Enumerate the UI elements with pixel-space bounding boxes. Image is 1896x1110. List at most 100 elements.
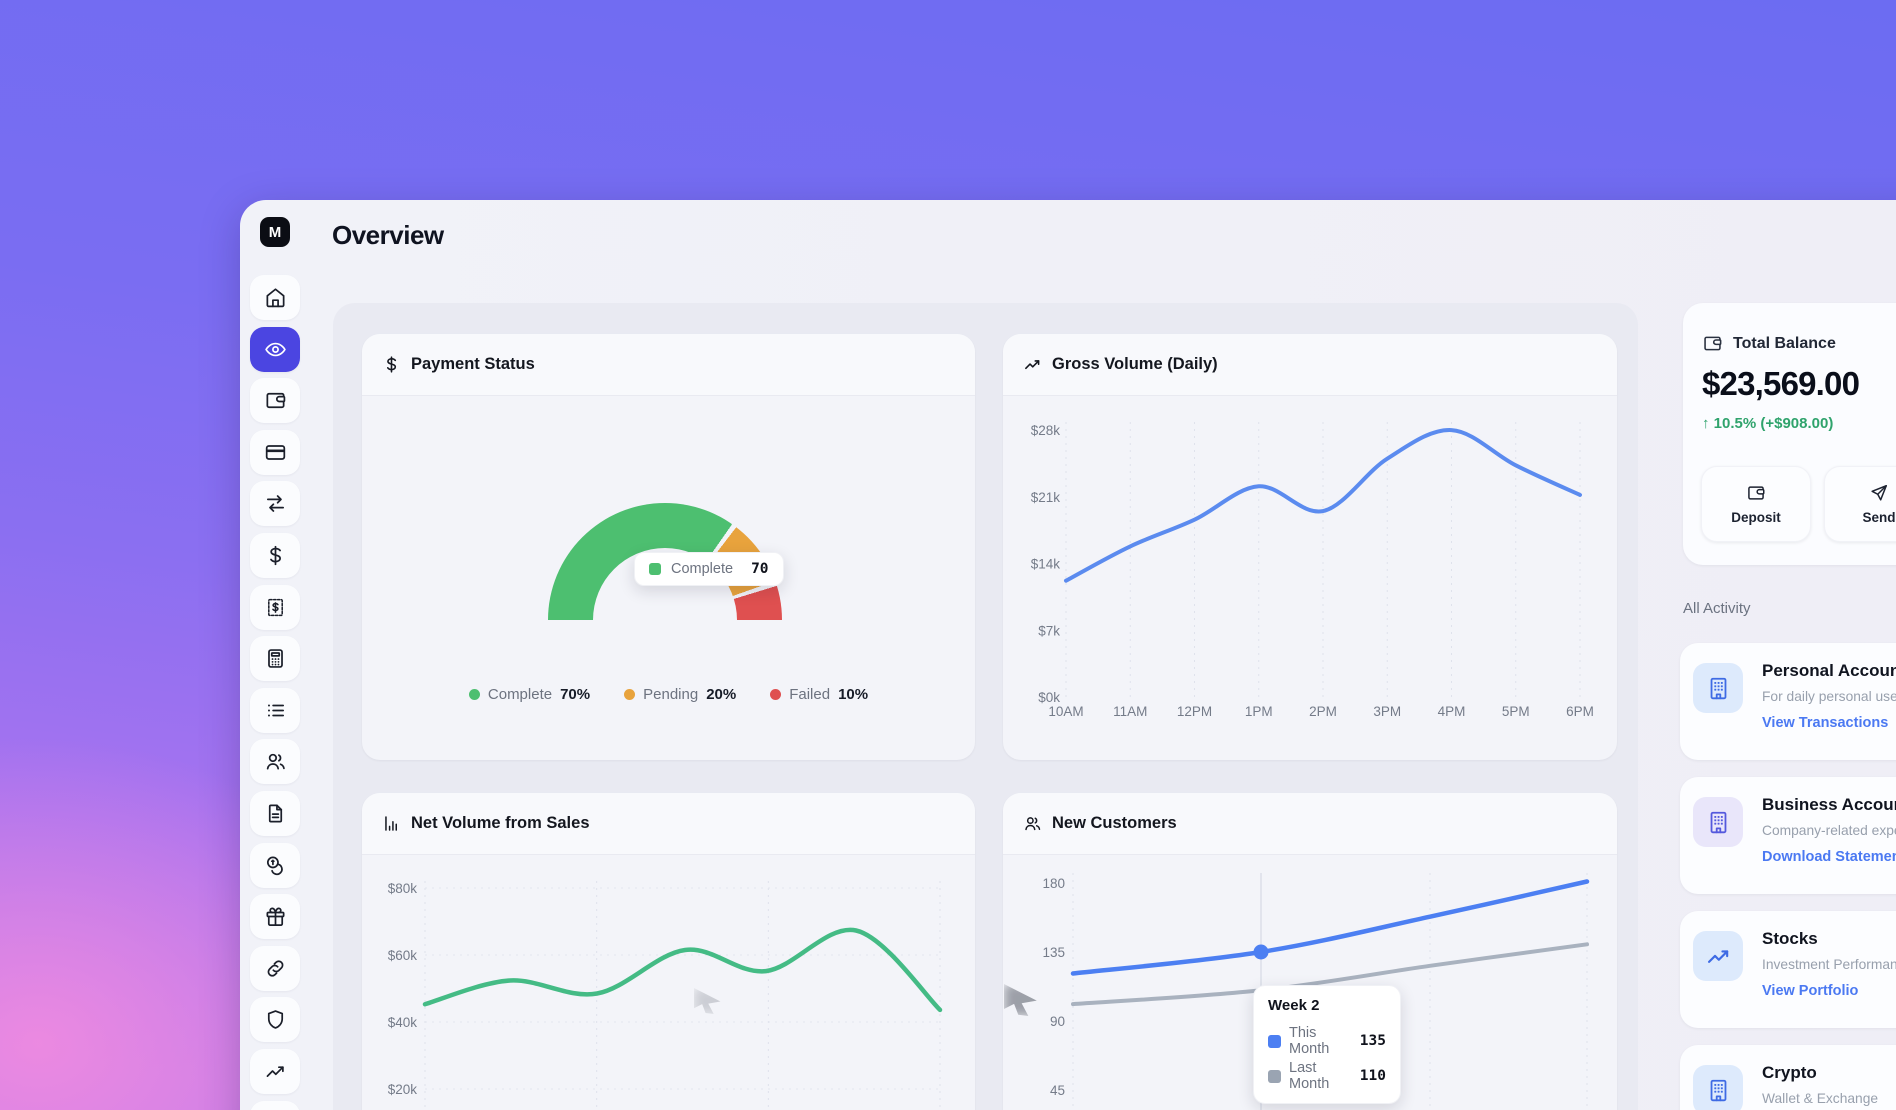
svg-text:$0k: $0k xyxy=(1038,690,1060,705)
trending-up-icon xyxy=(266,1066,284,1077)
sidebar-item-transfers[interactable] xyxy=(250,481,300,527)
bar-chart-icon xyxy=(385,816,398,831)
tooltip-label: Last Month xyxy=(1289,1060,1330,1092)
account-subtitle: Investment Performance xyxy=(1762,957,1896,972)
legend-item-complete: Complete 70% xyxy=(468,686,590,703)
all-activity-heading: All Activity xyxy=(1683,600,1751,617)
sidebar-item-rewards[interactable] xyxy=(250,894,300,940)
svg-text:4PM: 4PM xyxy=(1438,704,1466,719)
svg-text:10AM: 10AM xyxy=(1048,704,1083,719)
eye-icon xyxy=(264,342,286,356)
link-icon xyxy=(267,960,283,977)
svg-text:12PM: 12PM xyxy=(1177,704,1212,719)
sidebar-item-analytics[interactable] xyxy=(250,1049,300,1094)
chart-title: Gross Volume (Daily) xyxy=(1052,355,1218,373)
account-icon-wrap xyxy=(1693,931,1743,981)
business-account-card[interactable]: Business Account Company-related expense… xyxy=(1680,777,1896,894)
sidebar-item-wallet[interactable] xyxy=(250,378,300,424)
charts-panel: Payment Status Complete 70 Complete 70% xyxy=(333,303,1638,1110)
send-icon xyxy=(1871,485,1887,501)
chart-title: Payment Status xyxy=(411,355,535,373)
net-volume-header: Net Volume from Sales xyxy=(362,793,975,855)
home-icon xyxy=(265,288,285,308)
account-subtitle: For daily personal use xyxy=(1762,689,1896,704)
sidebar-item-invoices[interactable] xyxy=(250,584,300,630)
page-title: Overview xyxy=(332,220,444,250)
svg-text:$7k: $7k xyxy=(1038,623,1060,638)
new-customers-card: New Customers 180 135 90 45 Week 2 This Mon… xyxy=(1003,793,1617,1110)
total-balance-card: Total Balance $23,569.00 ↑ 10.5% (+$908.… xyxy=(1683,303,1896,565)
users-icon xyxy=(1025,817,1041,831)
tooltip-swatch xyxy=(1268,1069,1281,1083)
svg-text:45: 45 xyxy=(1050,1083,1065,1098)
balance-delta: ↑ 10.5% (+$908.00) xyxy=(1702,415,1834,432)
svg-text:$60k: $60k xyxy=(388,948,418,963)
wallet-icon xyxy=(1704,336,1722,351)
building-icon xyxy=(1710,811,1726,833)
calculator-icon xyxy=(267,649,283,668)
svg-text:135: 135 xyxy=(1042,945,1065,960)
download-statements-link[interactable]: Download Statements xyxy=(1762,849,1896,865)
legend-label: Failed xyxy=(789,686,831,703)
sidebar-item-coins[interactable] xyxy=(250,842,300,888)
balance-label: Total Balance xyxy=(1733,334,1836,352)
wallet-icon xyxy=(1748,486,1765,500)
app-window: M Overview xyxy=(240,200,1896,1110)
net-volume-chart[interactable]: $80k $60k $40k $20k xyxy=(362,793,975,1110)
sidebar-item-cards[interactable] xyxy=(250,429,300,475)
sidebar-item-overview[interactable] xyxy=(250,326,300,372)
users-icon xyxy=(266,754,285,770)
sidebar-item-payments[interactable] xyxy=(250,533,300,578)
sidebar-item-more[interactable] xyxy=(250,1100,300,1110)
gross-volume-card: Gross Volume (Daily) 10AM 11AM 12PM 1PM 2PM 3… xyxy=(1003,334,1617,760)
tooltip-label: This Month xyxy=(1289,1025,1330,1057)
legend-item-pending: Pending 20% xyxy=(624,686,736,703)
svg-text:5PM: 5PM xyxy=(1502,704,1530,719)
sidebar-item-links[interactable] xyxy=(250,945,300,991)
balance-actions: Deposit Send xyxy=(1701,466,1896,542)
new-customers-header: New Customers xyxy=(1003,793,1617,855)
legend-dot xyxy=(468,689,480,700)
list-icon xyxy=(267,704,284,717)
legend-dot xyxy=(770,689,782,700)
sidebar-item-documents[interactable] xyxy=(250,791,300,836)
sidebar-item-home[interactable] xyxy=(250,275,300,320)
account-title: Personal Account xyxy=(1762,661,1896,680)
tooltip-title: Week 2 xyxy=(1268,997,1320,1014)
building-icon xyxy=(1710,1079,1726,1101)
app-logo: M xyxy=(260,217,290,247)
svg-text:6PM: 6PM xyxy=(1566,704,1594,719)
balance-header: Total Balance xyxy=(1702,333,1836,354)
view-transactions-link[interactable]: View Transactions xyxy=(1762,715,1889,731)
gross-volume-chart[interactable]: 10AM 11AM 12PM 1PM 2PM 3PM 4PM 5PM 6PM $28k $21k $1… xyxy=(1003,334,1617,760)
receipt-icon xyxy=(267,598,283,616)
stocks-card[interactable]: Stocks Investment Performance View Portf… xyxy=(1680,911,1896,1028)
tooltip-label: Complete xyxy=(671,561,734,577)
legend-dot xyxy=(624,689,636,700)
svg-text:1PM: 1PM xyxy=(1245,704,1273,719)
personal-account-card[interactable]: Personal Account For daily personal use … xyxy=(1680,643,1896,760)
account-icon-wrap xyxy=(1693,1065,1743,1110)
sidebar-item-transactions[interactable] xyxy=(250,687,300,733)
send-button[interactable]: Send xyxy=(1824,466,1896,542)
deposit-label: Deposit xyxy=(1731,510,1781,525)
svg-text:3PM: 3PM xyxy=(1373,704,1401,719)
view-portfolio-link[interactable]: View Portfolio xyxy=(1762,983,1859,999)
crypto-card[interactable]: Crypto Wallet & Exchange xyxy=(1680,1045,1896,1110)
svg-text:$20k: $20k xyxy=(388,1082,418,1097)
building-icon xyxy=(1710,677,1726,699)
account-subtitle: Wallet & Exchange xyxy=(1762,1091,1879,1106)
sidebar-item-customers[interactable] xyxy=(250,739,300,785)
svg-text:90: 90 xyxy=(1050,1014,1065,1029)
sidebar-item-calculator[interactable] xyxy=(250,636,300,682)
legend-value: 10% xyxy=(838,686,869,703)
account-icon-wrap xyxy=(1693,797,1743,847)
tooltip-swatch xyxy=(1268,1034,1281,1048)
deposit-button[interactable]: Deposit xyxy=(1701,466,1811,542)
svg-text:$40k: $40k xyxy=(388,1015,418,1030)
transfer-arrows-icon xyxy=(266,495,284,513)
svg-text:$28k: $28k xyxy=(1031,423,1061,438)
tooltip-value: 70 xyxy=(751,561,769,577)
sidebar-item-security[interactable] xyxy=(250,997,300,1043)
credit-card-icon xyxy=(265,444,285,460)
